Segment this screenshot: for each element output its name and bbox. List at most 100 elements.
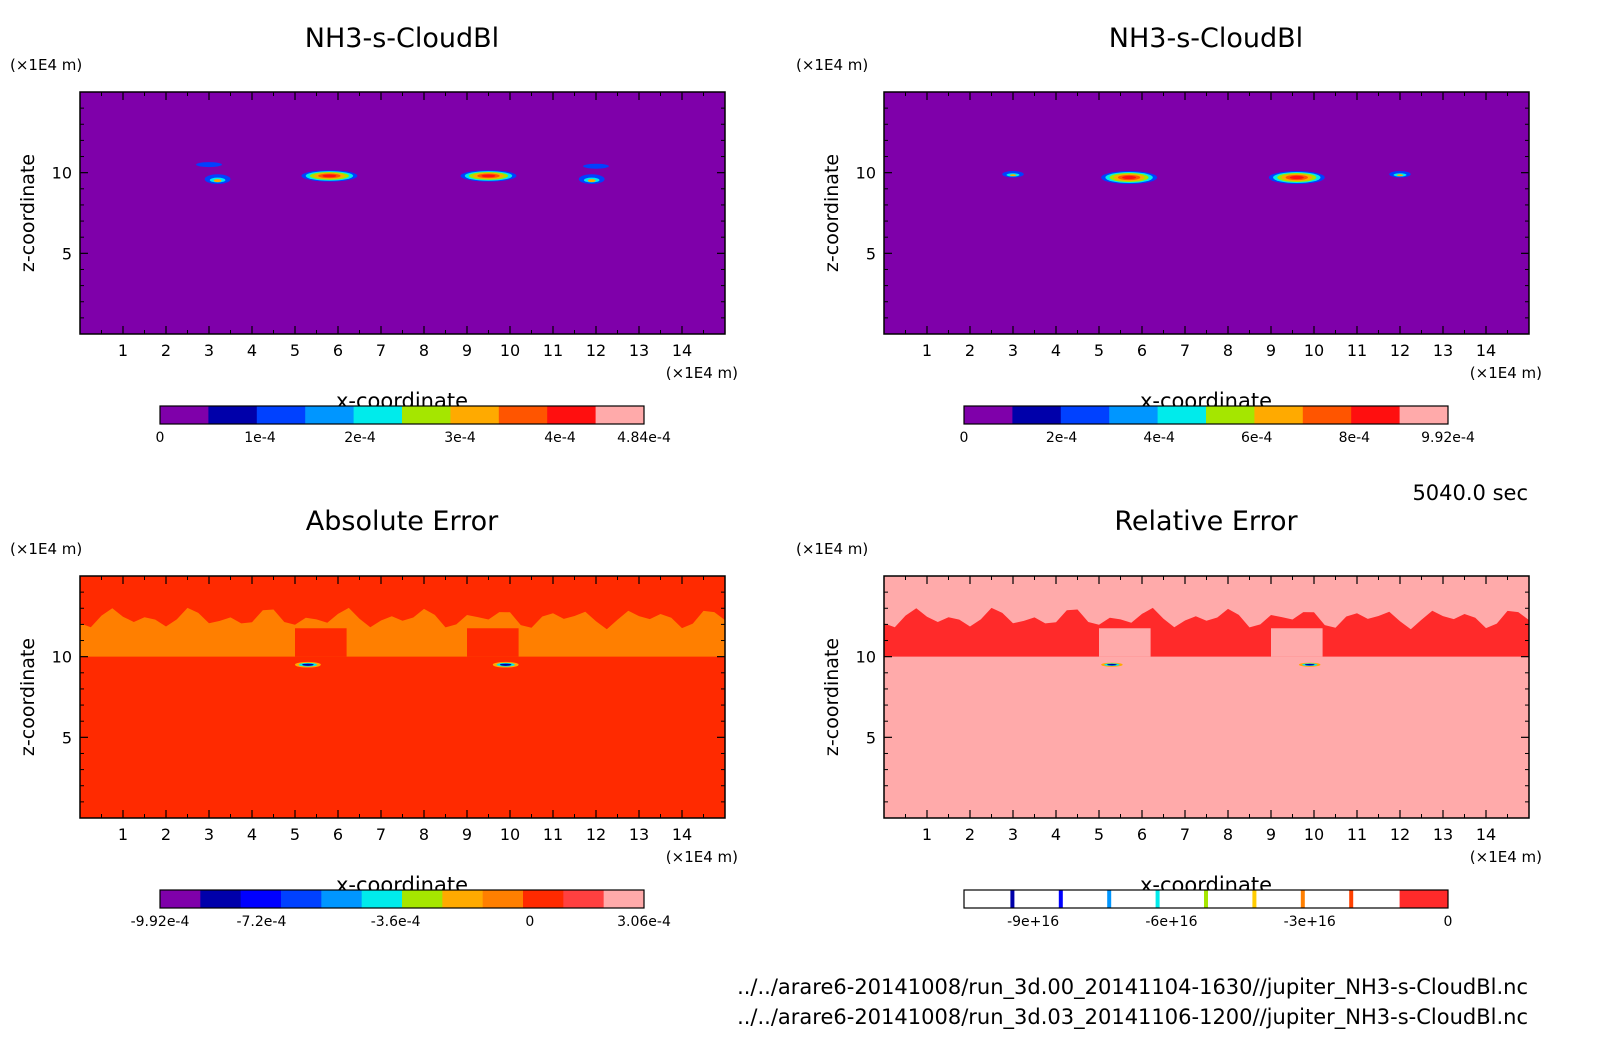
- y-axis-label: z-coordinate: [17, 154, 39, 272]
- x-tick-label: 13: [629, 341, 649, 360]
- x-tick-label: 11: [543, 341, 563, 360]
- colorbar-segment: [1302, 406, 1352, 424]
- colorbar-tick-label: 6e-4: [1241, 430, 1273, 446]
- colorbar-tick-label: 4e-4: [544, 430, 576, 446]
- colorbar-segment: [450, 406, 500, 424]
- y-axis-label: z-coordinate: [821, 154, 843, 272]
- cloud-blob-peak: [1396, 174, 1404, 177]
- colorbar-segment: [523, 890, 564, 908]
- x-tick-label: 7: [1180, 341, 1190, 360]
- colorbar-tick-label: 3e-4: [444, 430, 476, 446]
- x-tick-label: 8: [1223, 825, 1233, 844]
- colorbar-tick-label: -3.6e-4: [371, 914, 421, 930]
- colorbar-segment: [321, 890, 363, 908]
- x-unit-label: (×1E4 m): [666, 848, 738, 866]
- x-tick-label: 1: [118, 341, 128, 360]
- y-unit-label: (×1E4 m): [796, 540, 868, 558]
- colorbar-segment: [1399, 406, 1449, 424]
- colorbar-tick-label: 1e-4: [244, 430, 276, 446]
- colorbar-segment: [442, 890, 484, 908]
- x-tick-label: 14: [672, 341, 692, 360]
- x-tick-label: 14: [1476, 825, 1496, 844]
- error-band: [884, 607, 1529, 657]
- x-tick-label: 10: [500, 341, 520, 360]
- x-tick-label: 13: [629, 825, 649, 844]
- colorbar-line: [1058, 890, 1063, 908]
- colorbar-segment: [361, 890, 403, 908]
- colorbar-tick-label: -6e+16: [1145, 914, 1197, 930]
- x-tick-label: 11: [1347, 825, 1367, 844]
- y-tick-label: 5: [62, 244, 72, 263]
- x-tick-label: 8: [1223, 341, 1233, 360]
- colorbar-segment: [160, 406, 209, 424]
- colorbar-tick-label: 4.84e-4: [617, 430, 671, 446]
- x-tick-label: 6: [1137, 825, 1147, 844]
- colorbar-tick-label: -9e+16: [1007, 914, 1059, 930]
- colorbar-segment: [305, 406, 355, 424]
- colorbar-tick-label: 0: [525, 914, 534, 930]
- y-tick-label: 5: [62, 728, 72, 747]
- x-tick-label: 2: [965, 825, 975, 844]
- x-tick-label: 3: [1008, 341, 1018, 360]
- colorbar-line: [1349, 890, 1354, 908]
- time-label: 5040.0 sec: [1412, 481, 1528, 505]
- colorbar-segment: [1206, 406, 1255, 424]
- colorbar-segment: [353, 406, 403, 424]
- x-tick-label: 5: [290, 341, 300, 360]
- x-tick-label: 7: [376, 341, 386, 360]
- colorbar-tick-label: 2e-4: [1046, 430, 1078, 446]
- colorbar-frame: [159, 405, 645, 425]
- error-dipole-core: [1107, 663, 1117, 666]
- cloud-blob-peak: [587, 179, 596, 183]
- colorbar-line: [1010, 890, 1015, 908]
- x-tick-label: 6: [333, 825, 343, 844]
- x-tick-label: 2: [161, 825, 171, 844]
- chart-title: Relative Error: [1114, 506, 1298, 537]
- colorbar: -9e+16 -6e+16 -3e+16 0: [963, 889, 1452, 930]
- contour-features: [196, 162, 609, 184]
- x-tick-label: 9: [462, 825, 472, 844]
- cloud-contour: [481, 174, 496, 178]
- x-tick-label: 12: [586, 341, 606, 360]
- y-axis-label: z-coordinate: [17, 638, 39, 756]
- y-axis-label: z-coordinate: [821, 638, 843, 756]
- x-tick-label: 2: [965, 341, 975, 360]
- error-dipole-core: [302, 663, 314, 666]
- colorbar-segment: [498, 406, 548, 424]
- band-gap: [1271, 628, 1323, 657]
- colorbar-segment: [1012, 406, 1062, 424]
- colorbar-segment: [200, 890, 242, 908]
- colorbar-tick-label: 9.92e-4: [1421, 430, 1475, 446]
- colorbar-tick-label: 2e-4: [344, 430, 376, 446]
- contour-features: [1002, 171, 1411, 184]
- colorbar-segment: [1157, 406, 1207, 424]
- cloud-blob-peak: [213, 179, 222, 183]
- y-tick-label: 10: [856, 648, 876, 667]
- x-tick-label: 14: [672, 825, 692, 844]
- x-tick-label: 9: [1266, 825, 1276, 844]
- x-tick-label: 9: [462, 341, 472, 360]
- colorbar-segment: [208, 406, 258, 424]
- band-gap: [295, 628, 347, 657]
- y-unit-label: (×1E4 m): [796, 56, 868, 74]
- colorbar-line: [1155, 890, 1160, 908]
- x-tick-label: 11: [1347, 341, 1367, 360]
- colorbar-tick-label: 4e-4: [1143, 430, 1175, 446]
- contour-features: [80, 607, 725, 668]
- x-tick-label: 8: [419, 341, 429, 360]
- x-tick-label: 13: [1433, 825, 1453, 844]
- x-tick-label: 4: [1051, 825, 1061, 844]
- colorbar-segment: [402, 890, 443, 908]
- x-tick-label: 3: [204, 825, 214, 844]
- colorbar-segment: [402, 406, 451, 424]
- x-tick-label: 3: [204, 341, 214, 360]
- x-tick-label: 1: [922, 825, 932, 844]
- x-tick-label: 12: [1390, 825, 1410, 844]
- cloud-contour: [1289, 175, 1304, 180]
- x-tick-label: 6: [1137, 341, 1147, 360]
- colorbar-segment: [240, 890, 282, 908]
